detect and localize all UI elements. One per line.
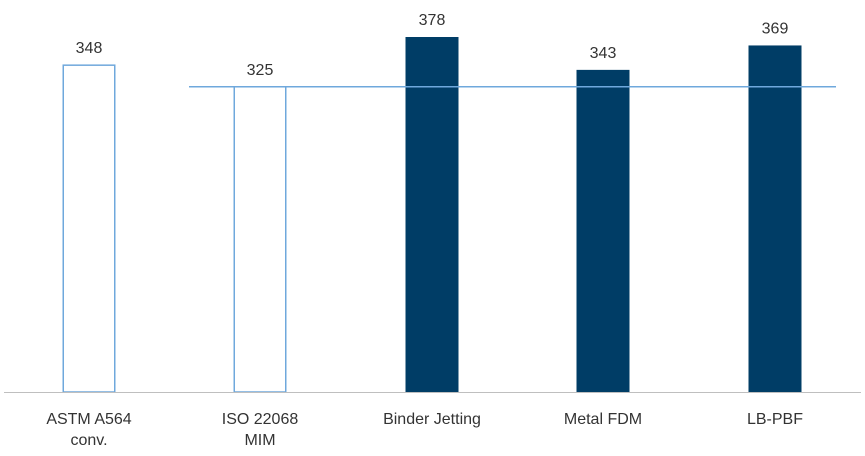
category-label-4: LB-PBF [747, 411, 803, 428]
bar-1 [233, 86, 287, 393]
category-label-line: Binder Jetting [383, 411, 481, 428]
category-labels-group: ASTM A564 conv. ISO 22068 MIM Binder Jetting… [46, 411, 803, 449]
bar-3 [576, 69, 630, 393]
category-label-line: conv. [70, 432, 107, 449]
category-label-line: Metal FDM [564, 411, 642, 428]
value-label-3: 343 [590, 45, 617, 62]
bar-0 [62, 64, 116, 393]
category-label-line: MIM [244, 432, 275, 449]
value-label-0: 348 [76, 40, 103, 57]
bars-group [62, 37, 802, 393]
value-label-4: 369 [762, 20, 789, 37]
value-label-1: 325 [247, 62, 274, 79]
value-labels-group: 348 325 378 343 369 [76, 12, 789, 79]
category-label-line: LB-PBF [747, 411, 803, 428]
category-label-1: ISO 22068 MIM [222, 411, 299, 449]
category-label-line: ISO 22068 [222, 411, 299, 428]
category-label-3: Metal FDM [564, 411, 642, 428]
bar-2 [405, 37, 459, 392]
value-label-2: 378 [419, 12, 446, 29]
category-label-line: ASTM A564 [46, 411, 131, 428]
category-label-0: ASTM A564 conv. [46, 411, 131, 449]
category-label-2: Binder Jetting [383, 411, 481, 428]
bar-4 [748, 45, 802, 392]
